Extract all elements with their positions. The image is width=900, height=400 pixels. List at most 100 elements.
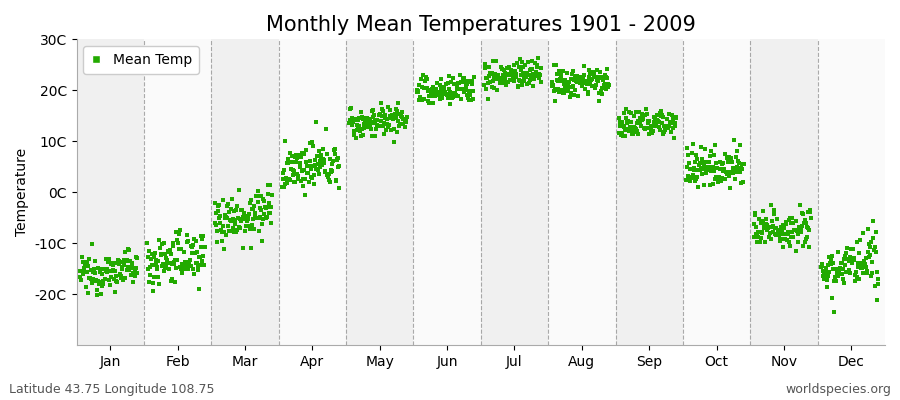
Point — [654, 113, 669, 119]
Point — [108, 268, 122, 274]
Point — [532, 74, 546, 81]
Point — [301, 170, 315, 176]
Point — [819, 265, 833, 271]
Point — [652, 119, 666, 125]
Point — [230, 203, 245, 209]
Point — [750, 232, 764, 238]
Point — [788, 226, 802, 233]
Point — [306, 162, 320, 169]
Point — [692, 160, 706, 166]
Point — [867, 247, 881, 254]
Point — [791, 239, 806, 246]
Point — [623, 124, 637, 131]
Point — [156, 251, 170, 257]
Point — [428, 86, 443, 93]
Point — [304, 174, 319, 180]
Point — [331, 155, 346, 161]
Point — [700, 167, 715, 174]
Point — [657, 128, 671, 135]
Point — [685, 175, 699, 182]
Point — [112, 258, 126, 264]
Point — [496, 72, 510, 78]
Point — [238, 228, 253, 235]
Point — [111, 260, 125, 266]
Point — [310, 166, 324, 172]
Point — [789, 228, 804, 234]
Point — [398, 119, 412, 125]
Point — [779, 237, 794, 244]
Point — [844, 257, 859, 264]
Point — [729, 163, 743, 170]
Point — [387, 126, 401, 132]
Point — [511, 64, 526, 71]
Point — [829, 278, 843, 284]
Point — [855, 265, 869, 271]
Point — [363, 116, 377, 122]
Point — [771, 232, 786, 238]
Point — [698, 182, 712, 188]
Point — [351, 124, 365, 131]
Point — [653, 107, 668, 114]
Point — [458, 79, 473, 85]
Point — [146, 280, 160, 286]
Point — [117, 257, 131, 263]
Point — [316, 156, 330, 162]
Point — [149, 266, 164, 272]
Point — [313, 157, 328, 164]
Point — [355, 114, 369, 121]
Point — [91, 278, 105, 284]
Point — [525, 58, 539, 64]
Point — [664, 129, 679, 135]
Point — [73, 268, 87, 274]
Point — [518, 62, 532, 68]
Point — [417, 96, 431, 102]
Point — [176, 265, 191, 272]
Point — [870, 297, 885, 304]
Point — [689, 156, 704, 162]
Point — [311, 170, 326, 177]
Point — [725, 169, 740, 175]
Point — [294, 178, 309, 184]
Point — [792, 228, 806, 234]
Point — [658, 122, 672, 129]
Point — [227, 208, 241, 214]
Point — [155, 263, 169, 270]
Point — [253, 205, 267, 211]
Point — [657, 123, 671, 129]
Point — [161, 248, 176, 254]
Point — [775, 226, 789, 232]
Point — [302, 163, 316, 169]
Point — [429, 87, 444, 94]
Point — [493, 79, 508, 86]
Point — [830, 270, 844, 277]
Point — [121, 246, 135, 252]
Point — [727, 137, 742, 144]
Point — [130, 270, 144, 276]
Point — [429, 80, 444, 86]
Point — [301, 169, 315, 176]
Point — [240, 213, 255, 219]
Point — [736, 178, 751, 185]
Bar — [751, 39, 817, 345]
Point — [644, 127, 659, 134]
Point — [535, 65, 549, 72]
Point — [364, 119, 378, 126]
Point — [665, 112, 680, 118]
Point — [523, 67, 537, 73]
Point — [557, 90, 572, 96]
Point — [837, 256, 851, 262]
Point — [315, 158, 329, 164]
Point — [328, 150, 342, 157]
Point — [793, 202, 807, 208]
Point — [291, 175, 305, 182]
Point — [667, 135, 681, 141]
Point — [289, 152, 303, 158]
Text: worldspecies.org: worldspecies.org — [785, 383, 891, 396]
Point — [690, 174, 705, 180]
Point — [824, 253, 839, 259]
Bar — [279, 39, 346, 345]
Point — [546, 82, 561, 88]
Point — [489, 76, 503, 83]
Point — [859, 254, 873, 261]
Point — [834, 266, 849, 272]
